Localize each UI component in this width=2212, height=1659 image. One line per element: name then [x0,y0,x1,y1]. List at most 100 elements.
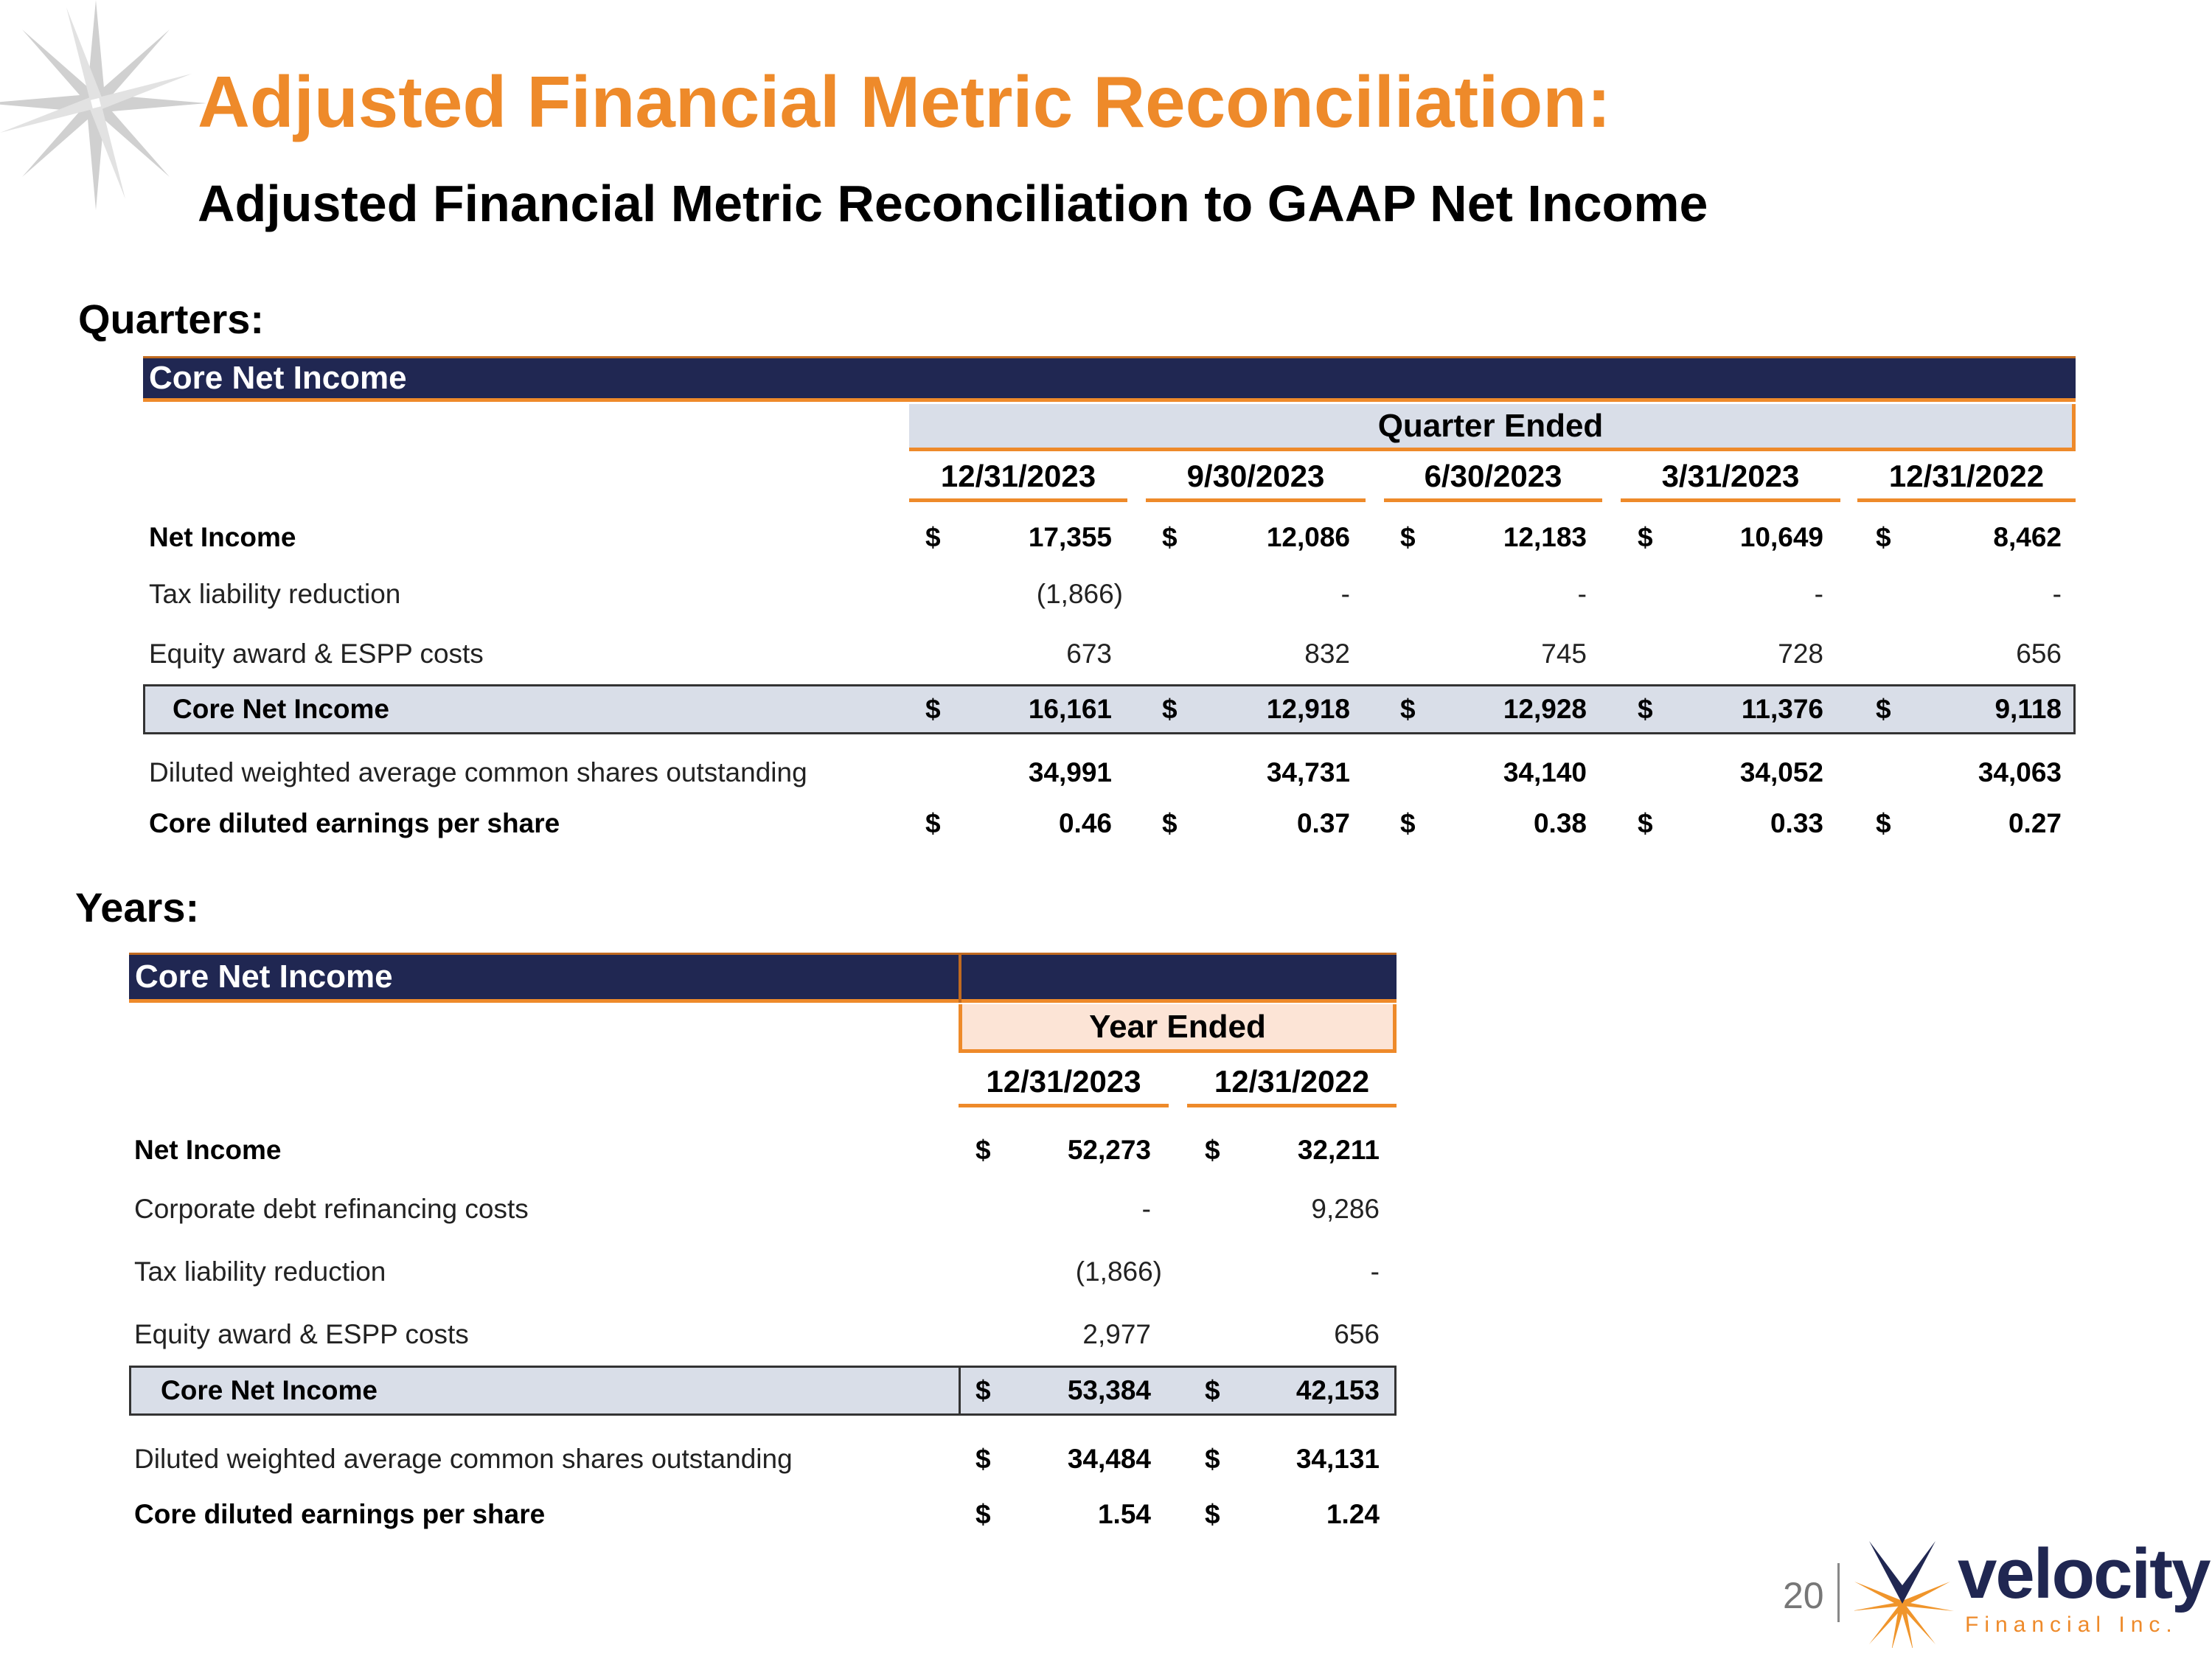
cell-value: 34,484 [1067,1444,1151,1474]
currency-symbol: $ [975,1135,991,1165]
column-header: 3/31/2023 [1621,459,1840,502]
cell-value: 656 [1334,1319,1380,1349]
currency-symbol: $ [1638,522,1653,552]
currency-symbol: $ [1205,1444,1220,1474]
cell-value: 34,991 [1028,757,1112,787]
column-header: 12/31/2023 [959,1064,1169,1107]
cell-value: 42,153 [1295,1375,1380,1405]
currency-symbol: $ [1876,694,1891,724]
table-title: Core Net Income [135,959,393,995]
starburst-decoration-icon [0,0,206,210]
cell-value: 745 [1541,639,1587,669]
currency-symbol: $ [1162,522,1178,552]
column-header: 12/31/2023 [909,459,1127,502]
column-header: 12/31/2022 [1857,459,2076,502]
row-label: Core Net Income [173,694,390,724]
group-header: Year Ended [959,1004,1397,1053]
cell-value: 16,161 [1028,694,1112,724]
cell-value: 0.46 [1058,808,1112,838]
page-title: Adjusted Financial Metric Reconciliation… [198,61,1611,142]
cell-value: (1,866) [1036,579,1123,609]
row-label: Core diluted earnings per share [134,1499,546,1529]
group-header: Quarter Ended [909,404,2076,451]
footer-divider [1837,1563,1840,1622]
cell-value: 656 [2016,639,2062,669]
row-label: Core Net Income [161,1375,378,1405]
cell-value: 52,273 [1067,1135,1151,1165]
currency-symbol: $ [975,1375,991,1405]
cell-value: 34,140 [1503,757,1587,787]
cell-value: 53,384 [1067,1375,1151,1405]
cell-value: - [1340,579,1350,609]
total-row-box [143,684,2076,734]
currency-symbol: $ [1400,522,1416,552]
currency-symbol: $ [1205,1135,1220,1165]
cell-value: (1,866) [1075,1256,1162,1287]
bar-divider [959,953,961,1003]
cell-value: 9,118 [1994,694,2062,724]
cell-value: 2,977 [1082,1319,1151,1349]
currency-symbol: $ [925,808,941,838]
cell-value: 0.38 [1533,808,1587,838]
velocity-logo-icon [1854,1541,1954,1648]
table-title-bar: Core Net Income [143,356,2076,402]
column-header: 9/30/2023 [1146,459,1366,502]
cell-value: 1.24 [1326,1499,1380,1529]
row-label: Diluted weighted average common shares o… [134,1444,793,1474]
table-title-bar: Core Net Income [129,953,1397,1003]
cell-value: 0.33 [1770,808,1823,838]
cell-value: 34,063 [1978,757,2062,787]
row-label: Tax liability reduction [134,1256,386,1287]
cell-value: 1.54 [1097,1499,1151,1529]
row-label: Core diluted earnings per share [149,808,560,838]
currency-symbol: $ [1876,522,1891,552]
currency-symbol: $ [975,1499,991,1529]
cell-value: 8,462 [1993,522,2062,552]
years-section-label: Years: [75,884,200,931]
row-label: Net Income [149,522,296,552]
cell-value: 12,086 [1266,522,1350,552]
cell-value: 728 [1778,639,1823,669]
row-label: Corporate debt refinancing costs [134,1194,529,1224]
cell-value: 9,286 [1311,1194,1380,1224]
column-header: 6/30/2023 [1384,459,1602,502]
cell-value: 673 [1066,639,1112,669]
cell-value: - [1577,579,1587,609]
currency-symbol: $ [925,522,941,552]
cell-value: 11,376 [1741,694,1823,724]
cell-value: 12,928 [1503,694,1587,724]
logo-tagline: Financial Inc. [1965,1613,2178,1637]
currency-symbol: $ [1638,694,1653,724]
row-label: Diluted weighted average common shares o… [149,757,807,787]
currency-symbol: $ [1162,808,1178,838]
cell-value: 10,649 [1739,522,1823,552]
currency-symbol: $ [1205,1375,1220,1405]
currency-symbol: $ [1400,808,1416,838]
row-label: Tax liability reduction [149,579,401,609]
cell-value: 0.37 [1296,808,1350,838]
cell-value: 34,052 [1739,757,1823,787]
currency-symbol: $ [975,1444,991,1474]
cell-value: 832 [1304,639,1350,669]
cell-value: - [1814,579,1823,609]
row-label: Net Income [134,1135,282,1165]
currency-symbol: $ [1400,694,1416,724]
cell-value: 12,183 [1503,522,1587,552]
cell-value: 34,131 [1295,1444,1380,1474]
currency-symbol: $ [925,694,941,724]
row-label: Equity award & ESPP costs [149,639,484,669]
currency-symbol: $ [1876,808,1891,838]
row-label: Equity award & ESPP costs [134,1319,469,1349]
box-divider [959,1366,961,1416]
cell-value: - [1370,1256,1380,1287]
currency-symbol: $ [1162,694,1178,724]
cell-value: 34,731 [1266,757,1350,787]
page-number: 20 [1783,1575,1824,1616]
logo-wordmark: velocity [1958,1534,2211,1613]
cell-value: - [1141,1194,1151,1224]
currency-symbol: $ [1205,1499,1220,1529]
cell-value: 12,918 [1266,694,1350,724]
total-row-box [129,1366,1397,1416]
quarters-section-label: Quarters: [78,296,265,342]
table-title: Core Net Income [149,360,407,396]
